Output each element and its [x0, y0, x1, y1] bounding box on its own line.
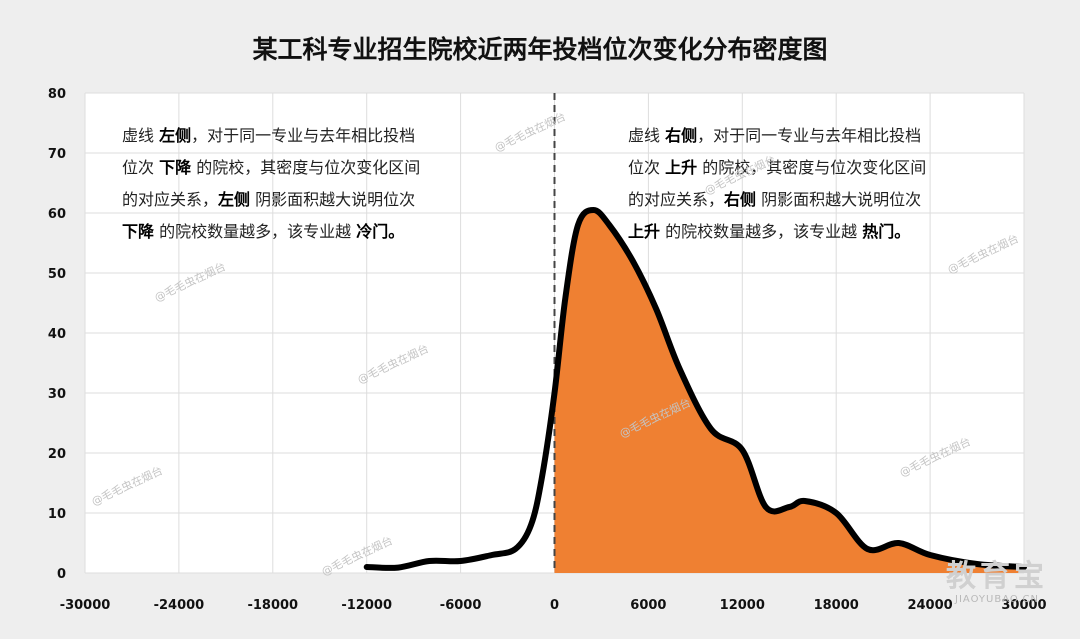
- y-tick-label: 50: [48, 267, 66, 282]
- density-curve: [363, 207, 1027, 571]
- x-tick-label: -6000: [440, 598, 482, 613]
- chart-title: 某工科专业招生院校近两年投档位次变化分布密度图: [252, 35, 828, 64]
- x-tick-label: 6000: [630, 598, 666, 613]
- y-axis-ticks: 0 10 20 30 40 50 60 70 80: [48, 87, 66, 582]
- x-tick-label: -18000: [247, 598, 298, 613]
- x-tick-label: -30000: [60, 598, 111, 613]
- right-annotation: 虚线 右侧，对于同一专业与去年相比投档 位次 上升 的院校，其密度与位次变化区间…: [628, 126, 927, 241]
- y-tick-label: 30: [48, 387, 66, 402]
- x-tick-label: -12000: [341, 598, 392, 613]
- y-tick-label: 20: [48, 447, 66, 462]
- y-tick-label: 70: [48, 147, 66, 162]
- left-annotation: 虚线 左侧，对于同一专业与去年相比投档 位次 下降 的院校，其密度与位次变化区间…: [122, 126, 421, 241]
- x-tick-label: 12000: [720, 598, 765, 613]
- density-area: [554, 210, 1024, 573]
- x-tick-label: -24000: [154, 598, 205, 613]
- y-tick-label: 10: [48, 507, 66, 522]
- x-tick-label: 24000: [907, 598, 952, 613]
- x-axis-ticks: -30000 -24000 -18000 -12000 -6000 0 6000 12000 1…: [60, 598, 1047, 613]
- x-tick-label: 30000: [1001, 598, 1046, 613]
- y-tick-label: 60: [48, 207, 66, 222]
- x-tick-label: 0: [550, 598, 559, 613]
- y-tick-label: 80: [48, 87, 66, 102]
- y-tick-label: 40: [48, 327, 66, 342]
- x-tick-label: 18000: [814, 598, 859, 613]
- brand-logo: 教育宝 JIAOYUBAO.CN: [946, 559, 1048, 606]
- y-tick-label: 0: [57, 567, 66, 582]
